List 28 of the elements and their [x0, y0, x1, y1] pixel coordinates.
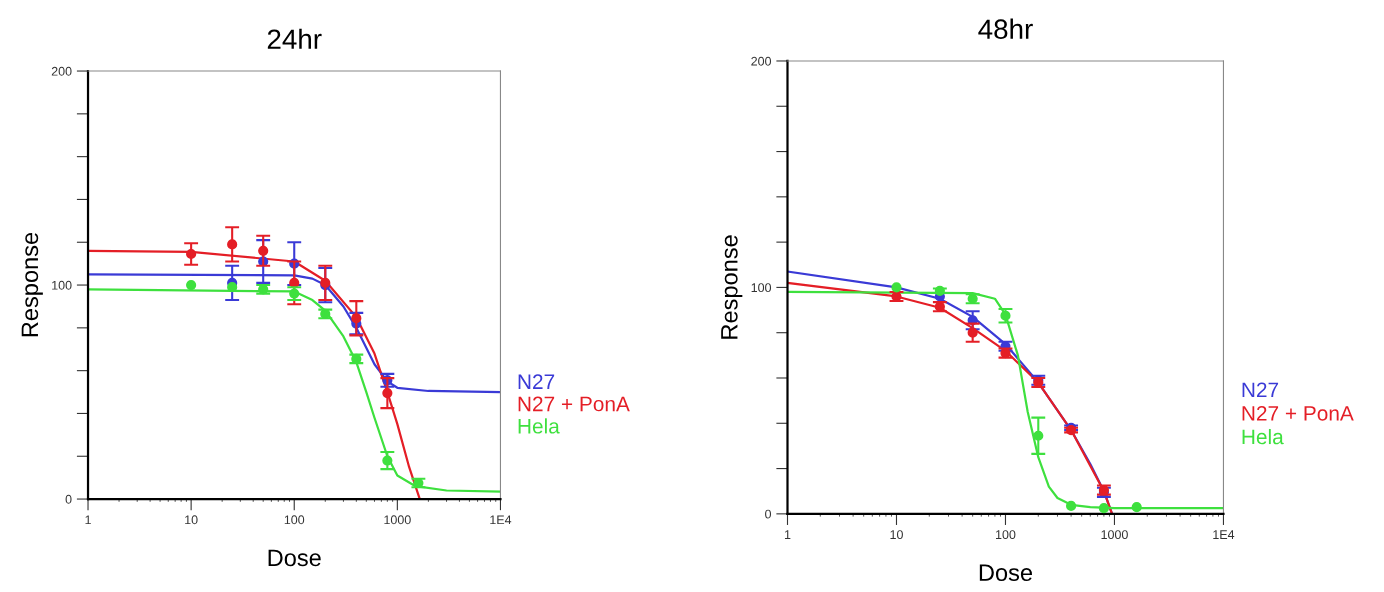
y-tick-label: 200 — [51, 66, 72, 76]
text: N27 — [518, 374, 555, 389]
y-tick-label: 100 — [751, 283, 772, 293]
x-axis-title: Dose — [268, 549, 321, 567]
y-tick-label: 200 — [751, 56, 772, 66]
y-tick-label: 100 — [52, 280, 72, 290]
y-axis-title: Response — [21, 232, 43, 337]
x-tick-label: 100 — [996, 530, 1016, 540]
text: N27 + PonA — [1242, 405, 1354, 421]
text: N27 — [1242, 382, 1279, 397]
y-tick-label: 0 — [65, 494, 72, 504]
text: Hela — [1242, 428, 1284, 445]
x-tick-label: 100 — [284, 515, 305, 525]
x-tick-label: 10 — [185, 515, 198, 525]
text: Hela — [518, 418, 560, 434]
chart-title: 48hr — [978, 18, 1033, 40]
y-axis-title: Response — [721, 235, 743, 339]
x-tick-label: 1E4 — [490, 515, 512, 525]
x-axis-title: Dose — [979, 564, 1032, 582]
chart-title: 24hr — [267, 28, 322, 49]
y-tick-label: 0 — [765, 509, 772, 519]
x-tick-label: 1 — [85, 515, 91, 525]
x-tick-label: 1 — [784, 530, 791, 539]
x-tick-label: 1000 — [1101, 530, 1128, 540]
x-tick-label: 1E4 — [1213, 530, 1235, 539]
text: N27 + PonA — [518, 396, 630, 412]
x-tick-label: 1000 — [384, 515, 411, 525]
x-tick-label: 10 — [890, 530, 903, 540]
